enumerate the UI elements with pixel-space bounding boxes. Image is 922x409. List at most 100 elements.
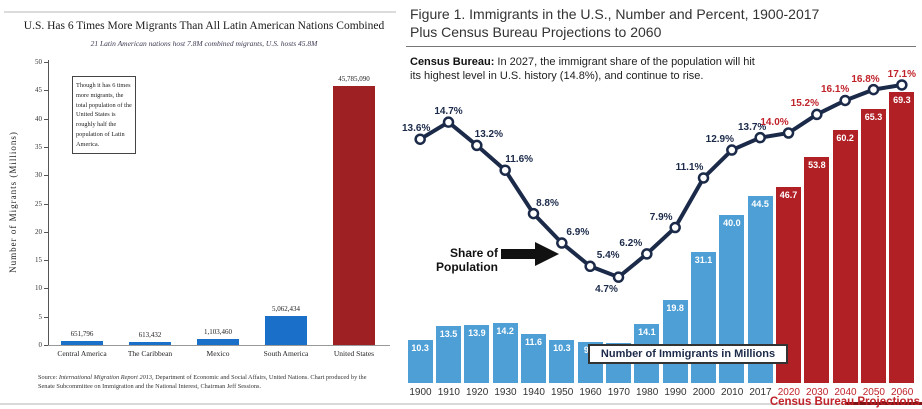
right-chart-title: Figure 1. Immigrants in the U.S., Number… [410,5,915,41]
y-tick-mark [44,90,48,92]
y-tick-label: 30 [35,171,42,180]
percent-label: 8.8% [536,197,559,209]
bar-mexico [197,339,239,345]
line-point-marker [612,271,625,283]
left-chart-top-border [4,11,396,13]
y-tick-mark [44,231,48,233]
x-tick-label: 1930 [494,387,517,398]
source-note: Source: International Migration Report 2… [38,373,382,392]
x-category-label: South America [263,349,309,358]
left-chart-panel: U.S. Has 6 Times More Migrants Than All … [0,0,404,409]
percent-label: 6.2% [619,237,643,249]
x-tick-label: 1970 [607,387,630,398]
percent-label: 7.9% [649,211,673,223]
x-tick-label: 2000 [692,387,715,398]
bar-the-caribbean [129,342,171,345]
percent-label: 13.2% [474,129,503,141]
y-tick-label: 35 [35,142,42,151]
right-plot-area: 10.3 1900 13.6% 13.5 1910 14.7% 13.9 1920 13.2% 1… [402,0,922,409]
x-tick-label: 1960 [579,387,602,398]
x-category-label: United States [333,349,375,358]
y-tick-mark [44,62,48,63]
source-report-title: International Migration Report 2013 [58,374,153,381]
line-point-marker [527,207,540,220]
x-tick-label: 2050 [862,387,885,398]
x-category-label: Central America [57,349,107,358]
y-tick-label: 20 [35,227,42,236]
bar-1900 [407,340,433,383]
percent-label: 16.8% [851,73,880,85]
line-point-marker [811,108,823,121]
bar-value-label: 40.0 [723,218,741,228]
bar-1920 [464,325,490,383]
y-tick-mark [44,146,48,148]
source-prefix: Source: [38,374,59,381]
bar-value-label: 14.2 [496,326,514,336]
line-point-marker [669,221,681,234]
bar-value-label: 31.1 [694,255,713,265]
y-tick-mark [44,175,48,177]
y-tick-label: 15 [35,256,42,265]
y-tick-mark [44,203,48,205]
share-of-population-label: Share of Population [436,246,498,274]
line-point-marker [839,94,851,107]
percent-label: 12.9% [705,134,734,146]
x-tick-label: 1990 [664,387,687,398]
bar-value-label: 69.3 [893,95,911,105]
bar-2030 [804,157,830,383]
line-point-marker [867,83,880,96]
percent-label: 5.4% [596,250,620,262]
title-divider [406,46,916,47]
y-tick-mark [44,316,48,318]
bar-2060 [889,92,915,383]
bar-value-label: 53.8 [808,160,826,170]
line-point-marker [726,144,738,156]
x-tick-label: 1950 [551,387,574,398]
y-tick-mark [44,118,48,120]
line-point-marker [782,127,795,139]
percent-label: 13.7% [737,121,767,133]
bar-united-states [333,86,375,345]
percent-label: 11.6% [505,154,534,166]
left-chart-subtitle: 21 Latin American nations host 7.8M comb… [90,39,318,48]
bar-south-america [265,316,307,345]
annotation-box: Though it has 6 times more migrants, the… [72,76,136,155]
x-tick-label: 1900 [409,387,432,398]
x-category-label: The Caribbean [127,349,173,358]
right-chart-panel: Figure 1. Immigrants in the U.S., Number… [402,0,922,409]
bottom-right-accent [845,402,922,405]
bar-value-label: 13.9 [468,328,486,338]
bar-value-label: 45,785,090 [338,75,370,83]
x-tick-label: 1910 [437,387,460,398]
bar-value-label: 60.2 [836,133,854,143]
y-tick-label: 25 [35,199,42,208]
percent-label: 4.7% [595,284,618,296]
line-point-marker [556,237,568,249]
x-tick-label: 2020 [777,387,800,398]
x-tick-label: 2010 [721,387,744,398]
share-of-population-line [414,79,908,283]
y-tick-label: 40 [35,114,42,123]
source-rest: , Department of Economic and Social Affa… [38,374,367,391]
bar-value-label: 65.3 [864,112,883,122]
y-tick-mark [44,345,48,346]
y-tick-label: 45 [35,86,42,95]
bar-value-label: 11.6 [524,337,543,347]
y-tick-label: 0 [38,341,43,349]
percent-label: 6.9% [566,227,590,239]
bar-1910 [436,326,461,383]
y-tick-mark [44,260,48,262]
right-chart-title-line2: Plus Census Bureau Projections to 2060 [410,24,662,41]
bar-value-label: 46.7 [779,190,798,200]
bar-1990 [662,300,688,383]
percent-label: 15.2% [790,98,819,110]
bar-value-label: 14.1 [638,327,656,337]
bar-1950 [549,340,575,383]
census-bureau-note-text: In 2027, the immigrant share of the popu… [410,56,755,83]
bar-value-label: 10.3 [411,343,429,353]
y-tick-label: 50 [35,58,42,66]
bar-2050 [861,109,886,383]
bar-1940 [521,334,546,383]
x-tick-label: 1980 [636,387,659,398]
